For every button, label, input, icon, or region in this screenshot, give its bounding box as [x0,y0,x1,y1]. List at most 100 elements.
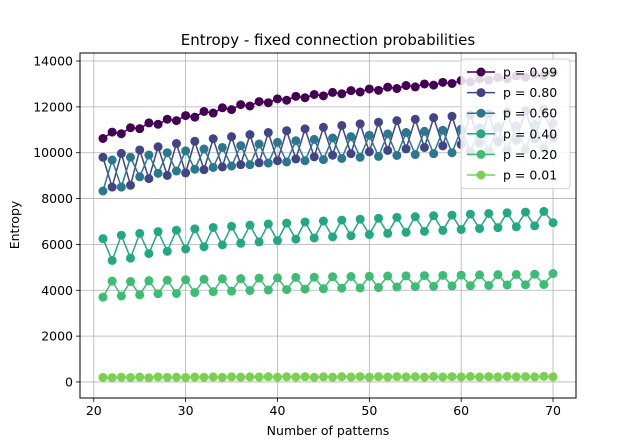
data-point [539,206,549,216]
data-point [245,130,255,140]
legend-label: p = 0.40 [503,126,557,141]
data-point [144,150,154,160]
data-point [410,212,420,222]
data-point [181,111,191,121]
data-point [337,215,347,225]
data-point [318,284,328,294]
x-axis-label: Number of patterns [267,423,390,438]
y-tick-label: 14000 [33,54,73,69]
data-point [419,126,429,136]
data-point [346,272,356,282]
data-point [419,372,429,382]
data-point [374,213,384,223]
data-point [282,157,292,167]
data-point [116,148,126,158]
data-point [190,288,200,298]
data-point [126,253,136,263]
series-3 [98,206,558,265]
data-point [263,285,273,295]
y-tick-label: 4000 [41,283,73,298]
data-point [309,89,319,99]
data-point [337,153,347,163]
data-point [263,372,273,382]
data-point [227,286,237,296]
data-point [254,372,264,382]
data-point [291,154,301,164]
data-point [337,89,347,99]
data-point [355,372,365,382]
data-point [300,124,310,134]
data-point [116,182,126,192]
data-point [144,276,154,286]
data-point [272,273,282,283]
data-point [309,233,319,243]
data-point [107,373,117,383]
data-point [291,372,301,382]
plot-frame [79,52,577,399]
data-point [291,91,301,101]
data-point [401,271,411,281]
data-point [300,156,310,166]
data-point [364,230,374,240]
data-point [364,130,374,140]
data-point [300,217,310,227]
data-point [144,249,154,259]
data-point [530,269,540,279]
data-point [263,128,273,138]
legend-entry: p = 0.20 [467,147,557,162]
data-point [401,81,411,91]
data-point [245,372,255,382]
data-point [429,211,439,221]
data-point [282,218,292,228]
x-tick-label: 60 [453,403,469,418]
data-point [383,271,393,281]
y-tick-label: 12000 [33,99,73,114]
data-point [144,118,154,128]
data-point [153,227,163,237]
data-point [456,372,466,382]
y-axis-label: Entropy [7,200,22,249]
data-point [355,283,365,293]
data-point [309,152,319,162]
data-point [511,269,521,279]
data-point [217,372,227,382]
data-point [153,372,163,382]
data-point [328,150,338,160]
data-point [511,222,521,232]
data-point [456,225,466,235]
data-point [383,129,393,139]
data-point [291,136,301,146]
data-point [300,284,310,294]
y-tick-label: 2000 [41,329,73,344]
data-point [401,372,411,382]
data-point [107,255,117,265]
data-point [447,148,457,158]
data-point [548,218,558,228]
data-point [447,111,457,121]
data-point [355,214,365,224]
data-point [190,112,200,122]
data-point [511,372,521,382]
data-point [236,372,246,382]
data-point [227,132,237,142]
data-point [346,86,356,96]
data-point [355,87,365,97]
data-point [282,285,292,295]
data-point [135,172,145,182]
x-tick-label: 20 [86,403,102,418]
grid [80,53,576,398]
data-point [272,94,282,104]
data-point [254,97,264,107]
data-point [227,372,237,382]
data-point [263,158,273,168]
data-point [502,371,512,381]
data-point [328,232,338,242]
data-point [208,108,218,118]
legend-marker [476,149,486,159]
data-point [171,139,181,149]
data-point [98,234,108,244]
data-point [190,372,200,382]
data-point [346,132,356,142]
data-point [116,291,126,301]
